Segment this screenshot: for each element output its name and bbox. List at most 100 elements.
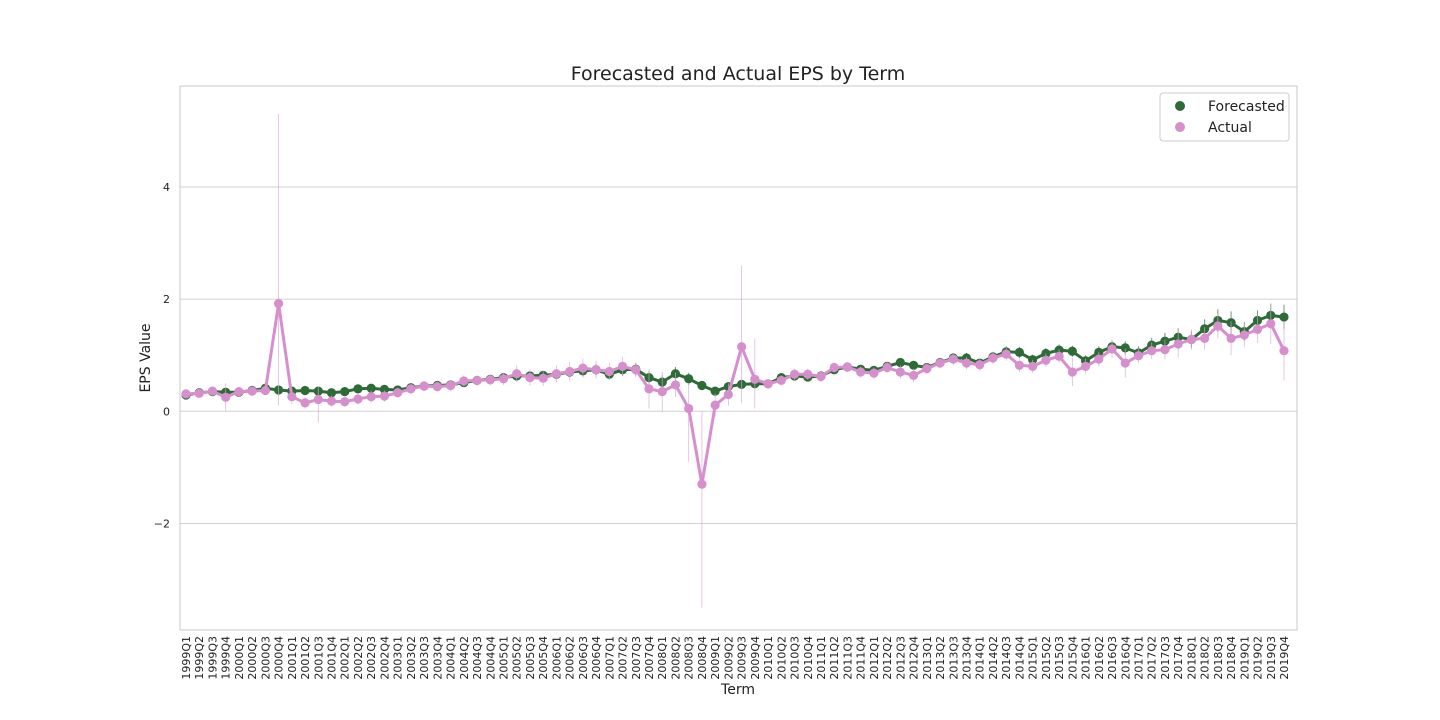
data-point — [406, 384, 416, 394]
data-point — [816, 371, 826, 382]
data-point — [988, 353, 998, 363]
data-point — [1028, 361, 1038, 372]
data-point — [379, 391, 390, 401]
data-point — [1054, 351, 1064, 361]
x-tick-label: 2000Q3 — [259, 636, 272, 680]
plot-frame — [179, 85, 1298, 631]
x-tick-label: 2011Q2 — [828, 636, 841, 680]
data-point — [234, 387, 244, 397]
x-tick-label: 2014Q1 — [974, 636, 987, 680]
x-tick-label: 1999Q3 — [206, 636, 219, 680]
data-point — [631, 365, 641, 375]
data-point — [763, 379, 773, 389]
x-tick-label: 2004Q1 — [445, 636, 458, 680]
data-point — [565, 366, 575, 377]
x-tick-label: 2007Q1 — [603, 636, 616, 680]
data-point — [1213, 321, 1223, 331]
x-tick-label: 2001Q4 — [326, 636, 339, 680]
x-tick-label: 2013Q4 — [961, 636, 974, 680]
x-tick-label: 2010Q4 — [802, 636, 815, 680]
y-tick-label: 4 — [163, 181, 170, 194]
data-point — [1120, 343, 1130, 353]
data-point — [366, 383, 376, 393]
x-tick-label: 2006Q2 — [564, 636, 577, 680]
x-tick-label: 2008Q1 — [656, 636, 669, 680]
data-point — [472, 375, 482, 386]
series — [181, 114, 1289, 608]
data-point — [1239, 330, 1249, 340]
data-point — [326, 388, 337, 398]
x-tick-label: 1999Q2 — [193, 636, 206, 680]
data-point — [803, 369, 813, 379]
data-point — [895, 367, 905, 377]
data-point — [551, 369, 562, 379]
x-tick-label: 2002Q4 — [378, 636, 391, 680]
x-tick-label: 2008Q3 — [683, 636, 696, 680]
x-tick-label: 2015Q2 — [1040, 636, 1053, 680]
x-tick-label: 2005Q4 — [537, 636, 550, 680]
data-point — [644, 384, 654, 394]
data-point — [1200, 333, 1210, 343]
data-point — [260, 385, 270, 396]
x-tick-label: 2004Q4 — [484, 636, 497, 680]
x-tick-label: 2009Q1 — [709, 636, 722, 680]
x-tick-label: 2004Q2 — [458, 636, 471, 680]
x-tick-label: 2017Q2 — [1146, 636, 1159, 680]
x-tick-label: 2018Q4 — [1225, 636, 1238, 680]
data-point — [697, 479, 707, 489]
series-actual — [181, 114, 1289, 608]
data-point — [1041, 355, 1051, 365]
data-point — [961, 358, 972, 368]
x-tick-label: 2016Q2 — [1093, 636, 1106, 680]
data-point — [908, 360, 919, 370]
data-point — [1014, 347, 1025, 357]
x-tick-label: 2015Q1 — [1027, 636, 1040, 680]
data-point — [379, 384, 390, 395]
data-point — [948, 354, 958, 364]
x-tick-label: 2017Q4 — [1172, 636, 1185, 680]
y-tick-label: −2 — [154, 517, 170, 530]
series-line — [185, 302, 1286, 486]
x-tick-label: 2000Q1 — [233, 636, 246, 680]
data-point — [1120, 358, 1130, 368]
data-point — [1014, 360, 1025, 370]
y-ticks: −2 0 2 4 — [154, 181, 170, 530]
data-point — [935, 358, 945, 368]
data-point — [313, 394, 323, 405]
data-point — [300, 398, 310, 408]
x-tick-label: 2017Q1 — [1132, 636, 1145, 680]
data-point — [247, 386, 257, 396]
data-point — [710, 400, 720, 410]
x-tick-label: 1999Q4 — [220, 636, 233, 680]
x-tick-label: 2008Q2 — [669, 636, 682, 680]
x-tick-label: 2019Q4 — [1278, 636, 1291, 680]
x-tick-label: 2001Q2 — [299, 636, 312, 680]
data-point — [1094, 354, 1104, 364]
data-point — [326, 396, 337, 406]
data-point — [1067, 367, 1077, 377]
x-tick-label: 2003Q3 — [418, 636, 431, 680]
y-tick-label: 2 — [163, 293, 170, 306]
data-point — [393, 388, 403, 398]
data-point — [287, 392, 297, 402]
data-point — [1107, 344, 1117, 354]
data-point — [353, 394, 363, 404]
legend: Forecasted Actual — [1159, 92, 1290, 142]
data-point — [869, 368, 879, 378]
x-tick-label: 2018Q3 — [1212, 636, 1225, 680]
x-tick-label: 2017Q3 — [1159, 636, 1172, 680]
x-tick-label: 2015Q3 — [1053, 636, 1066, 680]
data-point — [829, 362, 839, 373]
data-point — [300, 385, 310, 396]
data-point — [459, 376, 469, 386]
x-tick-label: 2002Q1 — [339, 636, 352, 680]
data-point — [670, 380, 681, 390]
data-point — [1252, 324, 1263, 334]
x-tick-label: 2018Q2 — [1199, 636, 1212, 680]
grid — [180, 186, 1297, 524]
data-point — [1173, 339, 1183, 349]
data-point — [684, 374, 694, 384]
data-point — [340, 387, 350, 397]
x-tick-label: 2004Q3 — [471, 636, 484, 680]
